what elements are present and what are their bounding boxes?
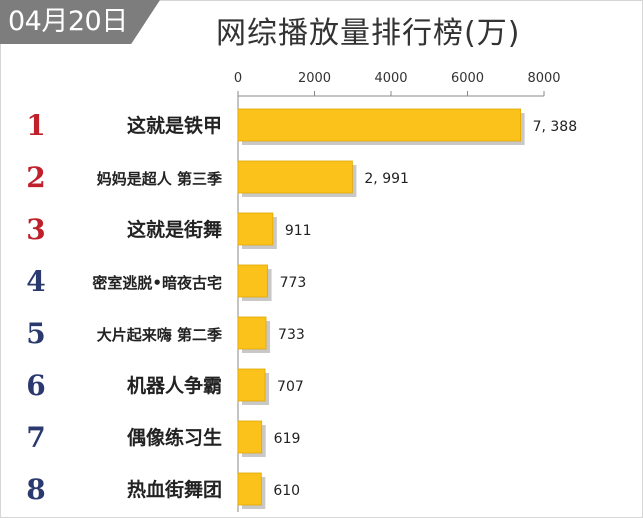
value-label: 733	[278, 327, 305, 343]
x-tick-label: 0	[234, 71, 242, 86]
category-label: 妈妈是超人 第三季	[97, 170, 222, 188]
date-badge: 04月20日	[0, 0, 160, 44]
value-label: 619	[274, 431, 301, 447]
rank-number: 6	[26, 369, 45, 402]
value-label: 610	[273, 483, 300, 499]
category-label: 这就是街舞	[127, 218, 222, 241]
value-label: 2, 991	[364, 171, 409, 187]
bar	[237, 368, 266, 402]
bar	[237, 160, 353, 194]
value-label: 773	[280, 275, 307, 291]
x-tick-label: 4000	[374, 71, 407, 86]
rank-number: 5	[26, 317, 45, 350]
rank-number: 1	[26, 109, 45, 142]
category-label: 偶像练习生	[127, 426, 222, 449]
rank-number: 2	[26, 161, 45, 194]
category-label: 密室逃脱•暗夜古宅	[92, 274, 222, 292]
rank-number: 8	[26, 473, 45, 506]
category-label: 热血街舞团	[127, 478, 222, 501]
bar	[237, 472, 262, 506]
category-label: 这就是铁甲	[127, 114, 222, 137]
bar	[237, 108, 521, 142]
rank-number: 7	[26, 421, 45, 454]
value-label: 707	[277, 379, 304, 395]
bar	[237, 212, 274, 246]
category-label: 大片起来嗨 第二季	[97, 326, 222, 344]
x-tick-label: 2000	[298, 71, 331, 86]
bar	[237, 420, 263, 454]
rank-number: 4	[26, 265, 45, 298]
x-tick-label: 8000	[527, 71, 560, 86]
x-tick-label: 6000	[451, 71, 484, 86]
value-label: 7, 388	[533, 119, 578, 135]
bar	[237, 264, 268, 298]
value-label: 911	[285, 223, 312, 239]
chart-title: 网综播放量排行榜(万)	[216, 16, 521, 51]
category-label: 机器人争霸	[127, 374, 222, 397]
rank-number: 3	[26, 213, 45, 246]
bar	[237, 316, 267, 350]
